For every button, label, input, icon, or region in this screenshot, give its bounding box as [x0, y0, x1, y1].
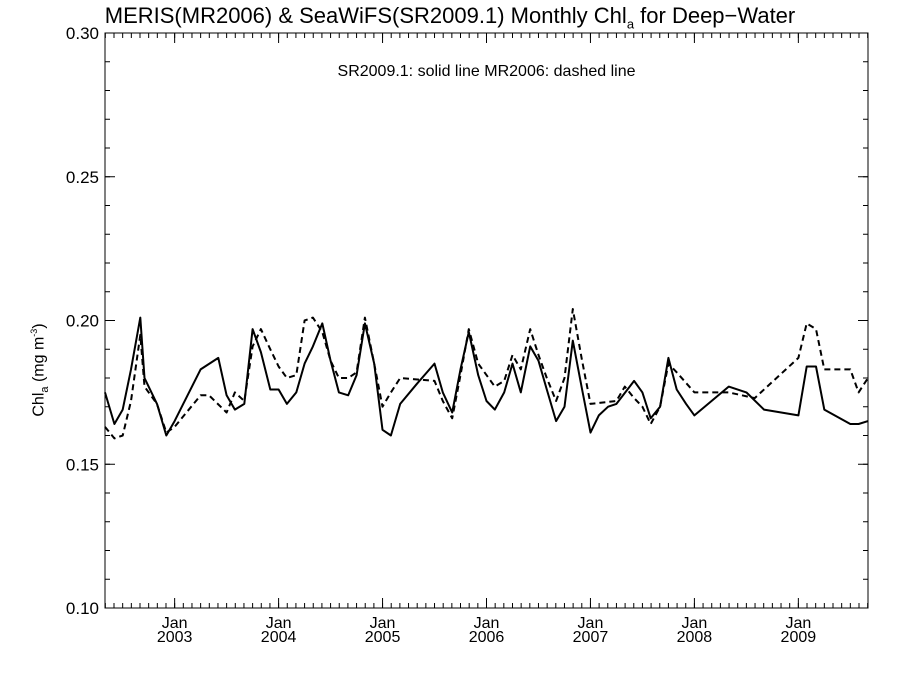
- x-tick-label-year: 2006: [469, 629, 505, 646]
- x-tick-label-year: 2007: [573, 629, 609, 646]
- chart-title: MERIS(MR2006) & SeaWiFS(SR2009.1) Monthl…: [0, 3, 900, 31]
- y-tick-label: 0.25: [66, 168, 99, 187]
- x-tick-label-year: 2005: [365, 629, 401, 646]
- x-tick-label-year: 2004: [261, 629, 297, 646]
- y-axis: 0.10 0.15 0.20 0.25 0.30: [66, 24, 868, 618]
- y-axis-label-main: Chl: [30, 392, 48, 417]
- x-tick-label-year: 2009: [781, 629, 817, 646]
- x-tick-label-year: 2008: [677, 629, 713, 646]
- plot-border: [104, 32, 869, 609]
- y-tick-label: 0.20: [66, 312, 99, 331]
- y-tick-label: 0.15: [66, 455, 99, 474]
- chart-title-main: MERIS(MR2006) & SeaWiFS(SR2009.1) Monthl…: [104, 3, 627, 28]
- x-axis-minor-ticks: [104, 33, 869, 608]
- chart-title-subscript: a: [626, 16, 635, 32]
- x-axis: Jan2003Jan2004Jan2005Jan2006Jan2007Jan20…: [157, 33, 816, 646]
- series-line-sr2009-1: [104, 316, 869, 437]
- x-tick-label-month: Jan: [474, 615, 500, 632]
- y-axis-label: Chla (mg m-3): [29, 323, 51, 416]
- series-lines: [104, 308, 869, 440]
- y-tick-label: 0.30: [66, 24, 99, 43]
- y-axis-label-unit-open: (mg m: [30, 336, 48, 387]
- y-axis-label-subscript: a: [38, 386, 51, 393]
- y-axis-label-superscript: -3: [29, 328, 40, 337]
- x-tick-label-month: Jan: [370, 615, 396, 632]
- x-tick-label-year: 2003: [157, 629, 193, 646]
- y-tick-label: 0.10: [66, 599, 99, 618]
- y-axis-label-unit-close: ): [30, 323, 48, 329]
- x-tick-label-month: Jan: [266, 615, 292, 632]
- x-tick-label-month: Jan: [578, 615, 604, 632]
- plot-frame: [104, 32, 869, 609]
- chart-title-suffix: for Deep−Water: [634, 3, 796, 28]
- x-tick-label-month: Jan: [162, 615, 188, 632]
- series-line-mr2006: [104, 308, 869, 440]
- x-tick-label-month: Jan: [682, 615, 708, 632]
- chart-annotation: SR2009.1: solid line MR2006: dashed line: [337, 63, 636, 80]
- x-tick-label-month: Jan: [785, 615, 811, 632]
